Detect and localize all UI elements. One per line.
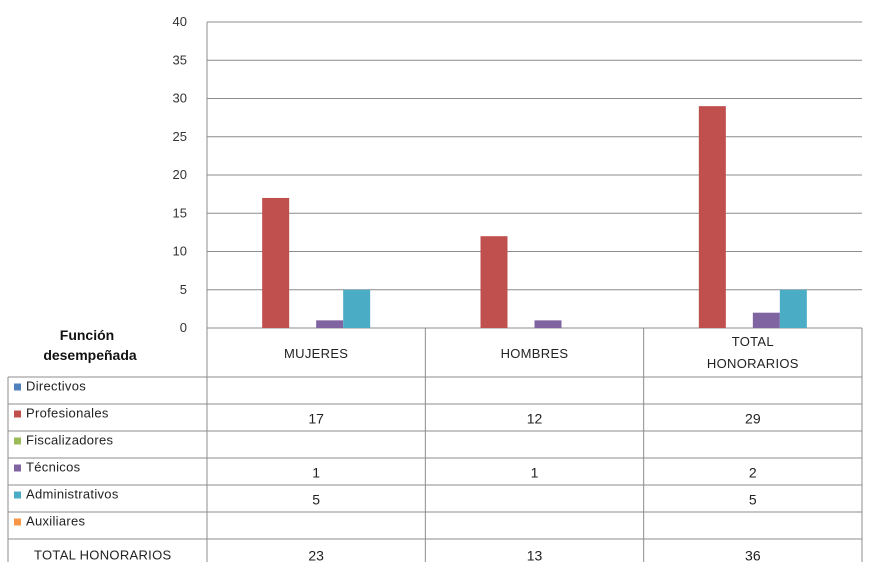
total-cell-value: 36: [745, 548, 761, 562]
data-table: MUJERES HOMBRES TOTAL HONORARIOS Directivos P…: [7, 328, 863, 562]
cell-value: 5: [749, 492, 757, 508]
cell-value: 29: [745, 411, 761, 427]
y-tick-label: 30: [173, 91, 187, 106]
y-axis-ticks: 0 5 10 15 20 25 30 35 40: [173, 14, 187, 335]
legend-key-profesionales: [14, 410, 21, 418]
legend-key-auxiliares: [14, 518, 21, 526]
y-tick-label: 15: [173, 205, 187, 220]
bars: [262, 106, 807, 329]
bar-t-cnicos-0: [316, 320, 344, 328]
y-tick-label: 40: [173, 14, 187, 29]
cell-value: 17: [308, 411, 324, 427]
y-tick-label: 10: [173, 244, 187, 259]
y-tick-label: 25: [173, 129, 187, 144]
row-label: Auxiliares: [26, 514, 86, 529]
bar-administrativos-0: [343, 289, 371, 328]
row-label: Administrativos: [26, 487, 119, 502]
total-cell-value: 13: [527, 548, 543, 562]
bar-profesionales-1: [480, 236, 508, 328]
total-row-label: TOTAL HONORARIOS: [34, 548, 171, 562]
y-tick-label: 35: [173, 52, 187, 67]
row-label: Técnicos: [26, 460, 81, 475]
y-tick-label: 20: [173, 167, 187, 182]
category-label-line-1: TOTAL: [732, 334, 774, 349]
row-label: Directivos: [26, 379, 86, 394]
total-cell-value: 23: [308, 548, 324, 562]
row-label: Profesionales: [26, 406, 109, 421]
legend-key-t-cnicos: [14, 464, 21, 472]
gridlines: [206, 21, 862, 329]
legend-key-directivos: [14, 383, 21, 391]
row-header-line-1: Función: [60, 327, 114, 343]
y-tick-label: 5: [180, 282, 187, 297]
cell-value: 2: [749, 465, 757, 481]
bar-t-cnicos-2: [752, 312, 780, 328]
bar-administrativos-2: [779, 289, 807, 328]
category-label: HOMBRES: [501, 346, 569, 361]
bar-profesionales-2: [698, 106, 726, 329]
bar-t-cnicos-1: [534, 320, 562, 328]
row-label: Fiscalizadores: [26, 433, 113, 448]
category-label: MUJERES: [284, 346, 348, 361]
bar-profesionales-0: [262, 197, 290, 328]
cell-value: 1: [312, 465, 320, 481]
cell-value: 12: [527, 411, 543, 427]
category-label-line-2: HONORARIOS: [707, 356, 799, 371]
row-header-line-2: desempeñada: [43, 347, 137, 363]
y-tick-label: 0: [180, 320, 187, 335]
cell-value: 1: [531, 465, 539, 481]
legend-key-administrativos: [14, 491, 21, 499]
legend-key-fiscalizadores: [14, 437, 21, 445]
cell-value: 5: [312, 492, 320, 508]
